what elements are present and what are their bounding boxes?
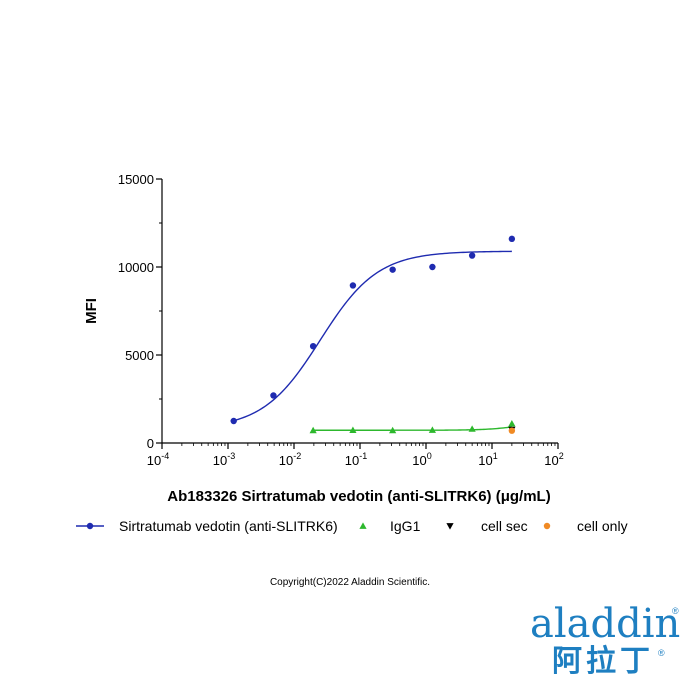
x-tick-label: 10-1 <box>345 451 367 468</box>
data-point-series-3 <box>508 427 516 434</box>
data-point-series-0 <box>468 252 476 259</box>
legend-label: cell only <box>577 518 628 534</box>
logo-registered-mark-cn: ® <box>658 648 665 658</box>
x-tick-label: 101 <box>478 451 497 468</box>
data-point-series-1 <box>389 426 397 434</box>
legend-label: IgG1 <box>390 518 421 534</box>
logo-registered-mark: ® <box>672 606 679 616</box>
axes: 0 5000 10000 15000 10-4 10-3 10-2 10-1 100 101 102 <box>118 172 564 468</box>
data-point-series-1 <box>508 420 516 427</box>
logo-latin-text: aladdin <box>530 601 681 647</box>
y-tick-label: 10000 <box>118 260 154 275</box>
y-axis-label: MFI <box>83 298 100 324</box>
x-tick-label: 100 <box>412 451 431 468</box>
fit-curves <box>233 250 512 431</box>
data-point-series-1 <box>468 425 476 432</box>
legend-label: Sirtratumab vedotin (anti-SLITRK6) <box>119 518 338 534</box>
x-tick-label: 10-4 <box>147 451 169 468</box>
data-point-series-0 <box>230 417 237 425</box>
data-point-series-1 <box>309 426 317 434</box>
data-point-series-0 <box>429 263 436 271</box>
y-axis-title: MFI <box>83 298 100 324</box>
data-point-series-0 <box>270 392 277 399</box>
y-tick-label: 0 <box>147 436 154 451</box>
legend-marker <box>446 523 454 530</box>
legend: Sirtratumab vedotin (anti-SLITRK6) IgG1 ce… <box>76 518 628 534</box>
data-point-series-1 <box>428 426 436 433</box>
data-point-series-0 <box>508 235 516 243</box>
logo-chinese-text: 阿拉丁 <box>552 644 654 679</box>
x-axis-label: Ab183326 Sirtratumab vedotin (anti-SLITR… <box>167 488 550 505</box>
x-tick-label: 10-2 <box>279 451 301 468</box>
y-tick-label: 5000 <box>125 348 154 363</box>
legend-label: cell sec <box>481 518 528 534</box>
legend-marker <box>359 522 367 529</box>
data-point-series-1 <box>349 426 357 434</box>
data-points <box>230 235 516 434</box>
data-point-series-0 <box>389 266 396 273</box>
x-tick-label: 10-3 <box>213 451 235 468</box>
fit-curve-1 <box>313 426 512 431</box>
data-point-series-0 <box>309 343 317 350</box>
legend-marker <box>86 522 94 530</box>
y-tick-label: 15000 <box>118 172 154 187</box>
x-tick-label: 102 <box>544 451 563 468</box>
copyright-text: Copyright(C)2022 Aladdin Scientific. <box>269 577 431 588</box>
fit-curve-0 <box>233 250 512 422</box>
legend-marker <box>543 522 551 530</box>
data-point-series-0 <box>349 282 357 289</box>
aladdin-logo: aladdin ® 阿拉丁 ® <box>520 600 690 690</box>
